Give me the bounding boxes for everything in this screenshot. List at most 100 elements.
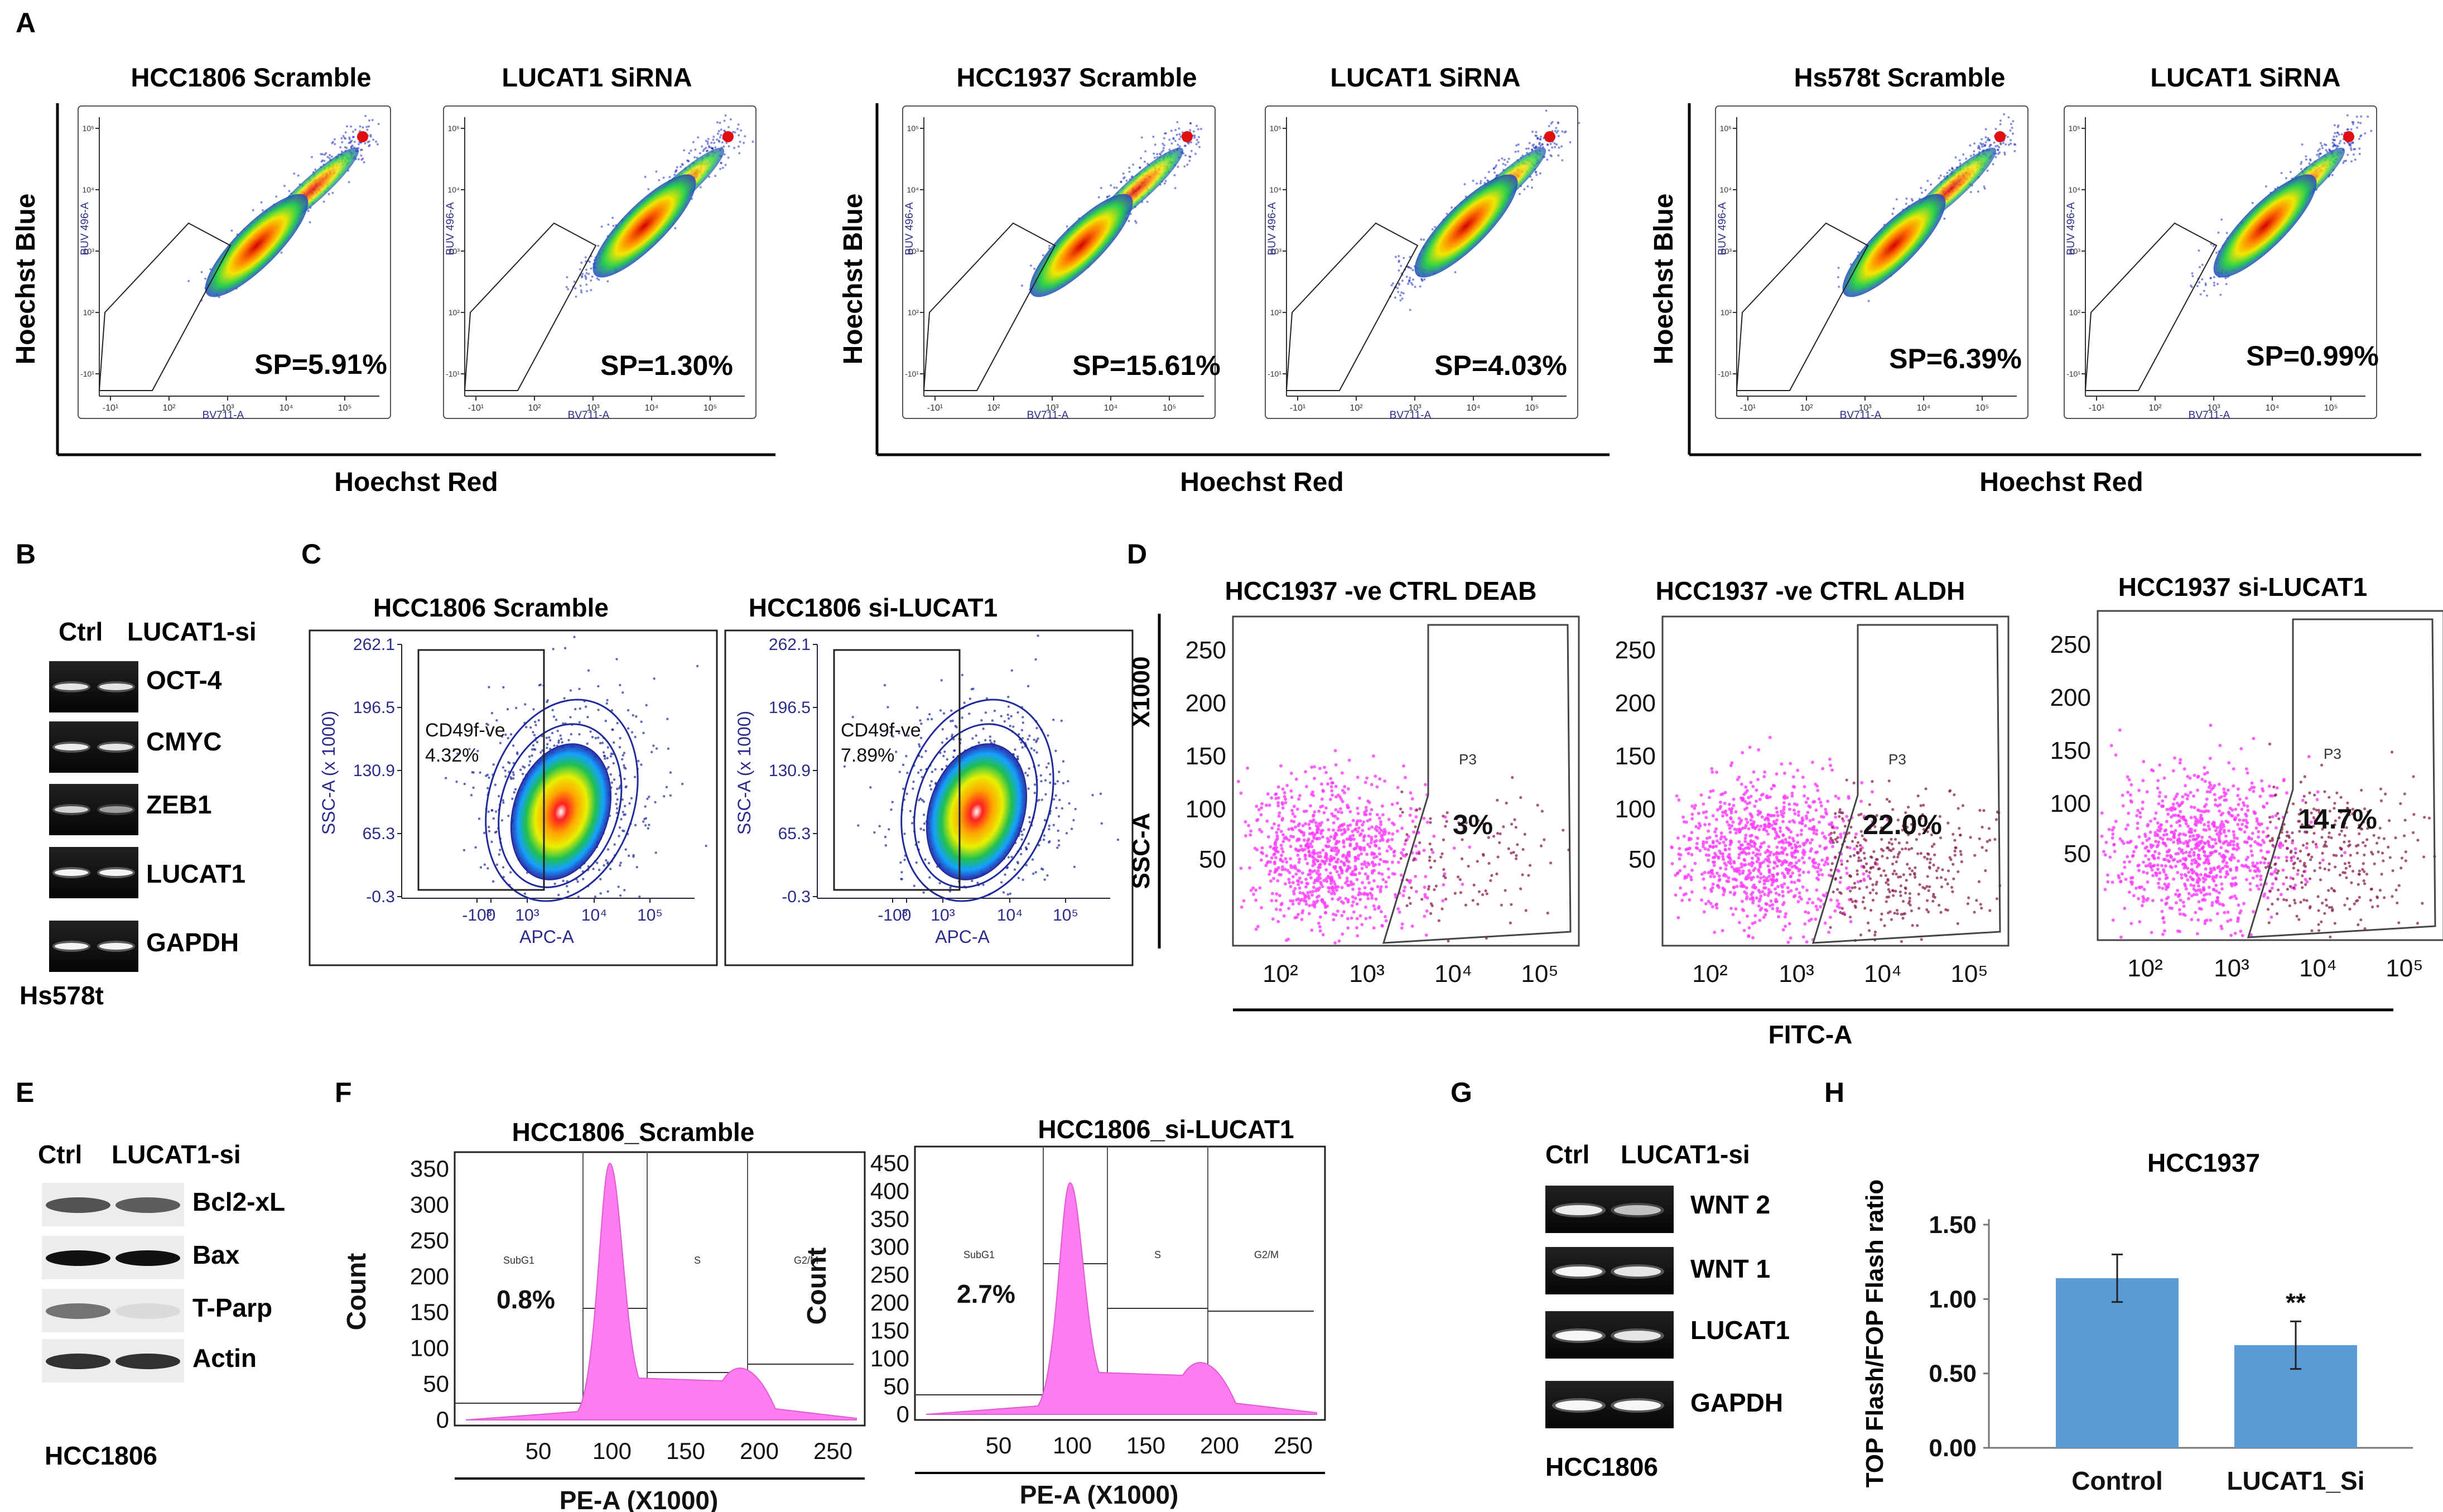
event-dot	[368, 119, 370, 122]
event-dot	[744, 135, 746, 138]
event-dot	[2305, 155, 2307, 158]
event-dot	[2317, 150, 2320, 152]
event-dot	[690, 150, 692, 152]
event-dot	[1368, 916, 1372, 919]
event-dot	[1033, 792, 1037, 794]
event-dot	[578, 721, 581, 724]
event-dot	[658, 179, 661, 181]
event-dot	[2203, 290, 2205, 292]
event-dot	[1384, 860, 1387, 864]
event-dot	[1973, 150, 1975, 153]
y-tick-label: 130.9	[769, 762, 811, 780]
event-dot	[2217, 231, 2220, 234]
event-dot	[1336, 909, 1339, 913]
event-dot	[275, 195, 278, 198]
event-dot	[1314, 821, 1318, 825]
event-dot	[2367, 115, 2369, 118]
event-dot	[584, 275, 586, 277]
event-dot	[342, 134, 345, 137]
gate-percent: 4.32%	[425, 745, 479, 766]
event-dot	[989, 735, 991, 738]
event-dot	[606, 861, 609, 864]
event-dot	[1351, 818, 1355, 822]
event-dot	[2305, 158, 2307, 161]
event-dot	[580, 261, 583, 264]
event-dot	[1277, 814, 1281, 818]
event-dot	[1276, 827, 1280, 831]
event-dot	[1424, 875, 1428, 879]
event-dot	[1372, 926, 1376, 930]
event-dot	[705, 139, 707, 142]
event-dot	[1332, 918, 1336, 922]
event-dot	[2346, 128, 2349, 131]
event-dot	[1352, 837, 1356, 841]
event-dot	[1321, 933, 1325, 937]
event-dot	[1274, 907, 1278, 911]
event-dot	[1905, 198, 1908, 200]
event-dot	[1357, 887, 1361, 891]
event-dot	[2350, 142, 2353, 145]
event-dot	[511, 797, 514, 800]
event-dot	[1326, 840, 1330, 844]
event-dot	[548, 736, 551, 739]
event-dot	[1375, 855, 1379, 859]
event-dot	[1275, 892, 1279, 896]
event-dot	[1177, 143, 1179, 146]
event-dot	[648, 824, 650, 826]
event-dot	[1334, 784, 1338, 788]
event-dot	[619, 737, 621, 740]
event-dot	[1290, 808, 1294, 812]
event-dot	[553, 882, 556, 885]
event-dot	[1382, 827, 1386, 831]
event-dot	[1018, 733, 1020, 736]
event-dot	[1352, 873, 1356, 877]
event-dot	[1984, 128, 1987, 131]
event-dot	[644, 175, 647, 178]
event-dot	[1188, 160, 1191, 162]
event-dot	[912, 781, 915, 783]
event-dot	[1007, 856, 1010, 859]
y-tick-label: 262.1	[353, 635, 395, 654]
event-dot	[597, 736, 600, 739]
x-tick-label: -10³	[462, 906, 492, 924]
event-dot	[1280, 847, 1284, 851]
event-dot	[545, 736, 548, 739]
event-dot	[1027, 774, 1029, 777]
event-dot	[1390, 860, 1394, 864]
event-dot	[565, 286, 568, 288]
event-dot	[632, 714, 634, 717]
event-dot	[606, 746, 609, 749]
event-dot	[1360, 862, 1364, 866]
event-dot	[1409, 791, 1413, 795]
event-dot	[2009, 129, 2012, 132]
event-dot	[645, 704, 648, 707]
event-dot	[507, 736, 509, 740]
event-dot	[1350, 916, 1353, 920]
event-dot	[1344, 897, 1348, 901]
event-dot	[734, 131, 736, 134]
event-dot	[977, 741, 980, 744]
event-dot	[647, 188, 650, 191]
event-dot	[521, 772, 524, 776]
event-dot	[1838, 286, 1840, 288]
event-dot	[1270, 826, 1274, 830]
event-dot	[1326, 818, 1330, 822]
event-dot	[927, 861, 931, 865]
event-dot	[1291, 875, 1295, 879]
panel-d-y-unit: X1000	[1127, 656, 1155, 727]
event-dot	[627, 709, 630, 712]
event-dot	[1168, 138, 1171, 141]
event-dot	[1381, 878, 1385, 882]
event-dot	[1321, 848, 1325, 852]
event-dot	[488, 826, 490, 829]
event-dot	[634, 824, 637, 827]
event-dot	[587, 669, 590, 672]
event-dot	[590, 288, 592, 291]
event-dot	[903, 858, 906, 861]
event-dot	[1280, 902, 1284, 906]
event-dot	[1116, 838, 1120, 841]
x-tick-label: -10¹	[2089, 403, 2104, 413]
event-dot	[584, 705, 587, 708]
event-dot	[1340, 832, 1344, 836]
event-dot	[2003, 151, 2006, 154]
